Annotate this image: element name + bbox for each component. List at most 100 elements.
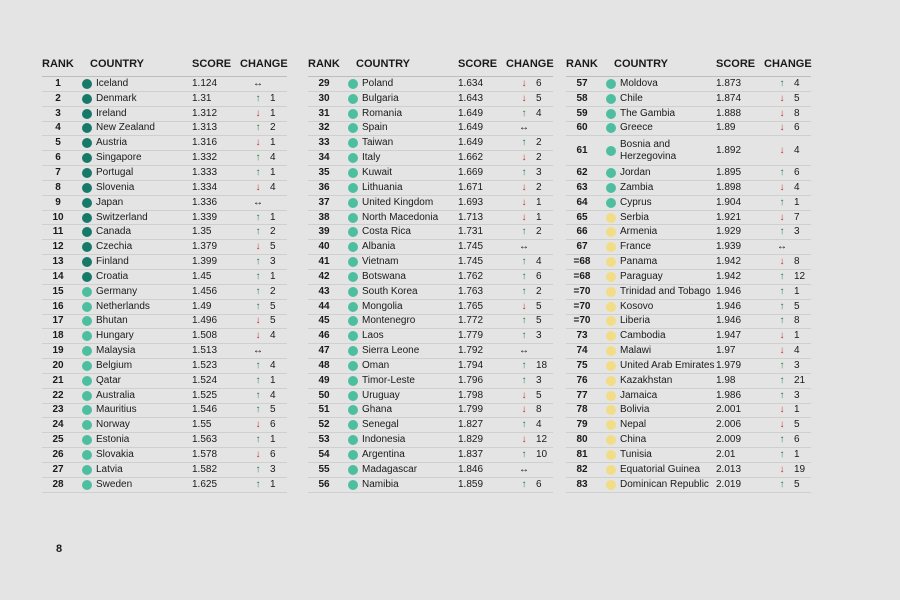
table-row: 82 Equatorial Guinea 2.013 ↓ 19 (566, 463, 811, 478)
country: Iceland (96, 77, 129, 89)
score: 1.339 (192, 211, 218, 223)
score: 1.798 (458, 389, 484, 401)
rank: 23 (52, 404, 64, 416)
change-value: 5 (794, 478, 800, 490)
country: Portugal (96, 166, 134, 178)
table-row: 11 Canada 1.35 ↑ 2 (42, 225, 287, 241)
score: 1.929 (716, 226, 742, 238)
country: Singapore (96, 152, 142, 164)
region-dot (82, 123, 92, 134)
region-dot (82, 108, 92, 119)
score: 1.625 (192, 478, 218, 490)
country: Jamaica (620, 389, 658, 401)
change-arrow: ↑ (521, 419, 527, 431)
country: Japan (96, 196, 124, 208)
rank: 1 (55, 77, 61, 89)
change-value: 1 (536, 196, 542, 208)
country: Nepal (620, 419, 647, 431)
region-dot (606, 286, 616, 297)
table-row: 35 Kuwait 1.669 ↑ 3 (308, 166, 553, 181)
country: Kuwait (362, 166, 393, 178)
region-dot (606, 123, 616, 134)
change-value: 1 (270, 92, 276, 104)
table-row: 53 Indonesia 1.829 ↓ 12 (308, 433, 553, 449)
change-arrow: ↓ (779, 92, 785, 104)
country: Slovakia (96, 449, 134, 461)
table-row: =70 Kosovo 1.946 ↑ 5 (566, 300, 811, 315)
country: Bulgaria (362, 92, 399, 104)
table-row: 43 South Korea 1.763 ↑ 2 (308, 285, 553, 300)
score: 1.745 (458, 241, 484, 253)
score: 1.946 (716, 315, 742, 327)
change-value: 1 (270, 434, 276, 446)
change-arrow: ↑ (779, 449, 785, 461)
table-row: 55 Madagascar 1.846 ↔ (308, 463, 553, 478)
rank: 35 (318, 166, 330, 178)
change-value: 2 (270, 122, 276, 134)
change-arrow: ↓ (255, 419, 261, 431)
change-value: 5 (794, 92, 800, 104)
rank: 43 (318, 285, 330, 297)
country: Latvia (96, 463, 123, 475)
change-value: 6 (794, 434, 800, 446)
change-value: 2 (536, 152, 542, 164)
region-dot (82, 464, 92, 475)
score: 1.312 (192, 107, 218, 119)
country: Bolivia (620, 404, 650, 416)
rank: 75 (576, 359, 588, 371)
rank: 78 (576, 404, 588, 416)
country: Equatorial Guinea (620, 463, 701, 475)
country: Mongolia (362, 300, 403, 312)
change-arrow: ↓ (779, 144, 785, 156)
region-dot (348, 212, 358, 223)
change-value: 1 (794, 404, 800, 416)
score: 1.124 (192, 77, 218, 89)
rank: 60 (576, 122, 588, 134)
change-value: 3 (794, 389, 800, 401)
rank: 45 (318, 315, 330, 327)
table-row: 36 Lithuania 1.671 ↓ 2 (308, 181, 553, 196)
score: 1.563 (192, 434, 218, 446)
rank: 53 (318, 434, 330, 446)
region-dot (82, 435, 92, 446)
table-row: 33 Taiwan 1.649 ↑ 2 (308, 136, 553, 152)
change-arrow: ↔ (253, 345, 263, 357)
score: 1.794 (458, 359, 484, 371)
rank: 22 (52, 389, 64, 401)
change-value: 8 (794, 315, 800, 327)
change-value: 1 (270, 137, 276, 149)
country: Kosovo (620, 300, 654, 312)
rank: 46 (318, 330, 330, 342)
country: Slovenia (96, 181, 135, 193)
rank: 73 (576, 330, 588, 342)
table-row: 29 Poland 1.634 ↓ 6 (308, 77, 553, 92)
change-arrow: ↑ (255, 374, 261, 386)
table-row: 83 Dominican Republic 2.019 ↑ 5 (566, 478, 811, 493)
region-dot (348, 435, 358, 446)
change-value: 12 (794, 270, 806, 282)
table-row: 58 Chile 1.874 ↓ 5 (566, 92, 811, 107)
region-dot (348, 108, 358, 119)
rank: 16 (52, 300, 64, 312)
table-row: 6 Singapore 1.332 ↑ 4 (42, 151, 287, 167)
region-dot (82, 346, 92, 357)
change-value: 2 (536, 137, 542, 149)
change-arrow: ↑ (255, 226, 261, 238)
rank: 59 (576, 107, 588, 119)
change-arrow: ↑ (255, 211, 261, 223)
score: 2.006 (716, 419, 742, 431)
rank: 49 (318, 374, 330, 386)
table-row: 31 Romania 1.649 ↑ 4 (308, 107, 553, 122)
table-row: 26 Slovakia 1.578 ↓ 6 (42, 448, 287, 463)
region-dot (82, 182, 92, 193)
score: 1.895 (716, 166, 742, 178)
score: 1.947 (716, 330, 742, 342)
score: 1.35 (192, 226, 212, 238)
change-arrow: ↑ (255, 434, 261, 446)
rank: 33 (318, 137, 330, 149)
change-value: 21 (794, 374, 806, 386)
rank: 2 (55, 92, 61, 104)
table-row: 14 Croatia 1.45 ↑ 1 (42, 270, 287, 285)
rank: 30 (318, 92, 330, 104)
rank: 21 (52, 374, 64, 386)
